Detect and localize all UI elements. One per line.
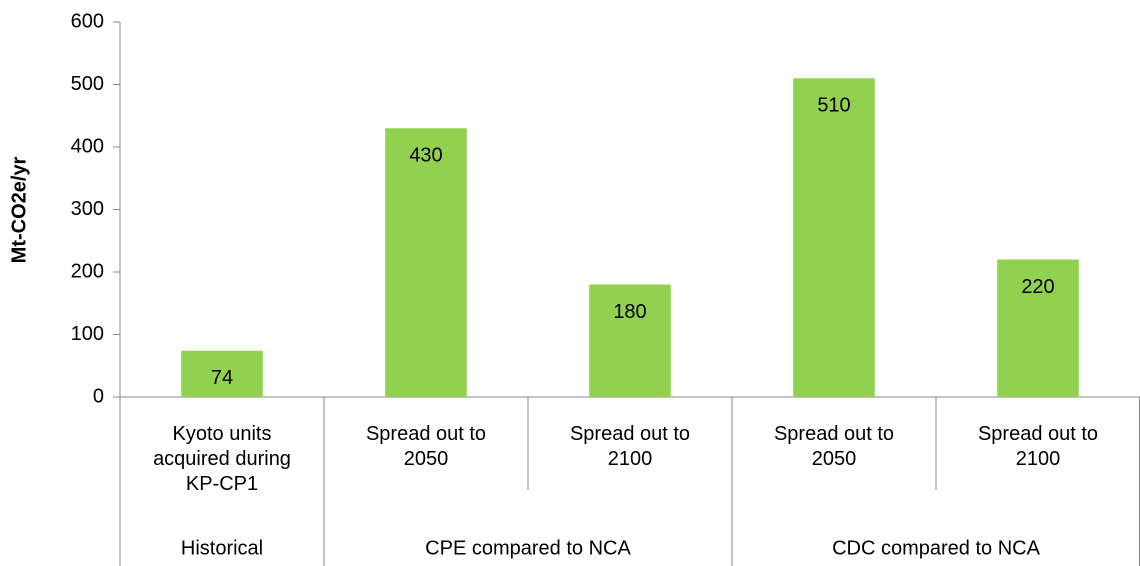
data-label: 430 xyxy=(409,145,442,167)
y-tick-label: 0 xyxy=(93,385,104,407)
x-tick-label: Kyoto units acquired during KP-CP1 xyxy=(153,423,291,495)
x-tick-label: Spread out to 2050 xyxy=(773,423,895,470)
bar xyxy=(997,259,1079,397)
y-tick-label: 300 xyxy=(71,198,104,220)
data-label: 220 xyxy=(1021,276,1054,298)
x-tick-label: Spread out to 2100 xyxy=(569,423,691,470)
bar xyxy=(793,78,875,397)
y-tick-label: 500 xyxy=(71,73,104,95)
data-label: 510 xyxy=(817,95,850,117)
data-label: 180 xyxy=(613,301,646,323)
bar xyxy=(181,350,263,397)
bar xyxy=(589,284,671,397)
group-label: CPE compared to NCA xyxy=(425,537,631,559)
data-label: 74 xyxy=(211,367,233,389)
y-tick-label: 100 xyxy=(71,323,104,345)
bar xyxy=(385,128,467,397)
y-tick-label: 400 xyxy=(71,135,104,157)
y-axis-label: Mt-CO2e/yr xyxy=(8,156,30,263)
y-tick-label: 200 xyxy=(71,260,104,282)
group-label: CDC compared to NCA xyxy=(832,537,1041,559)
x-tick-label: Spread out to 2050 xyxy=(365,423,487,470)
x-tick-label: Spread out to 2100 xyxy=(977,423,1099,470)
group-label: Historical xyxy=(181,537,263,559)
y-tick-label: 600 xyxy=(71,10,104,32)
